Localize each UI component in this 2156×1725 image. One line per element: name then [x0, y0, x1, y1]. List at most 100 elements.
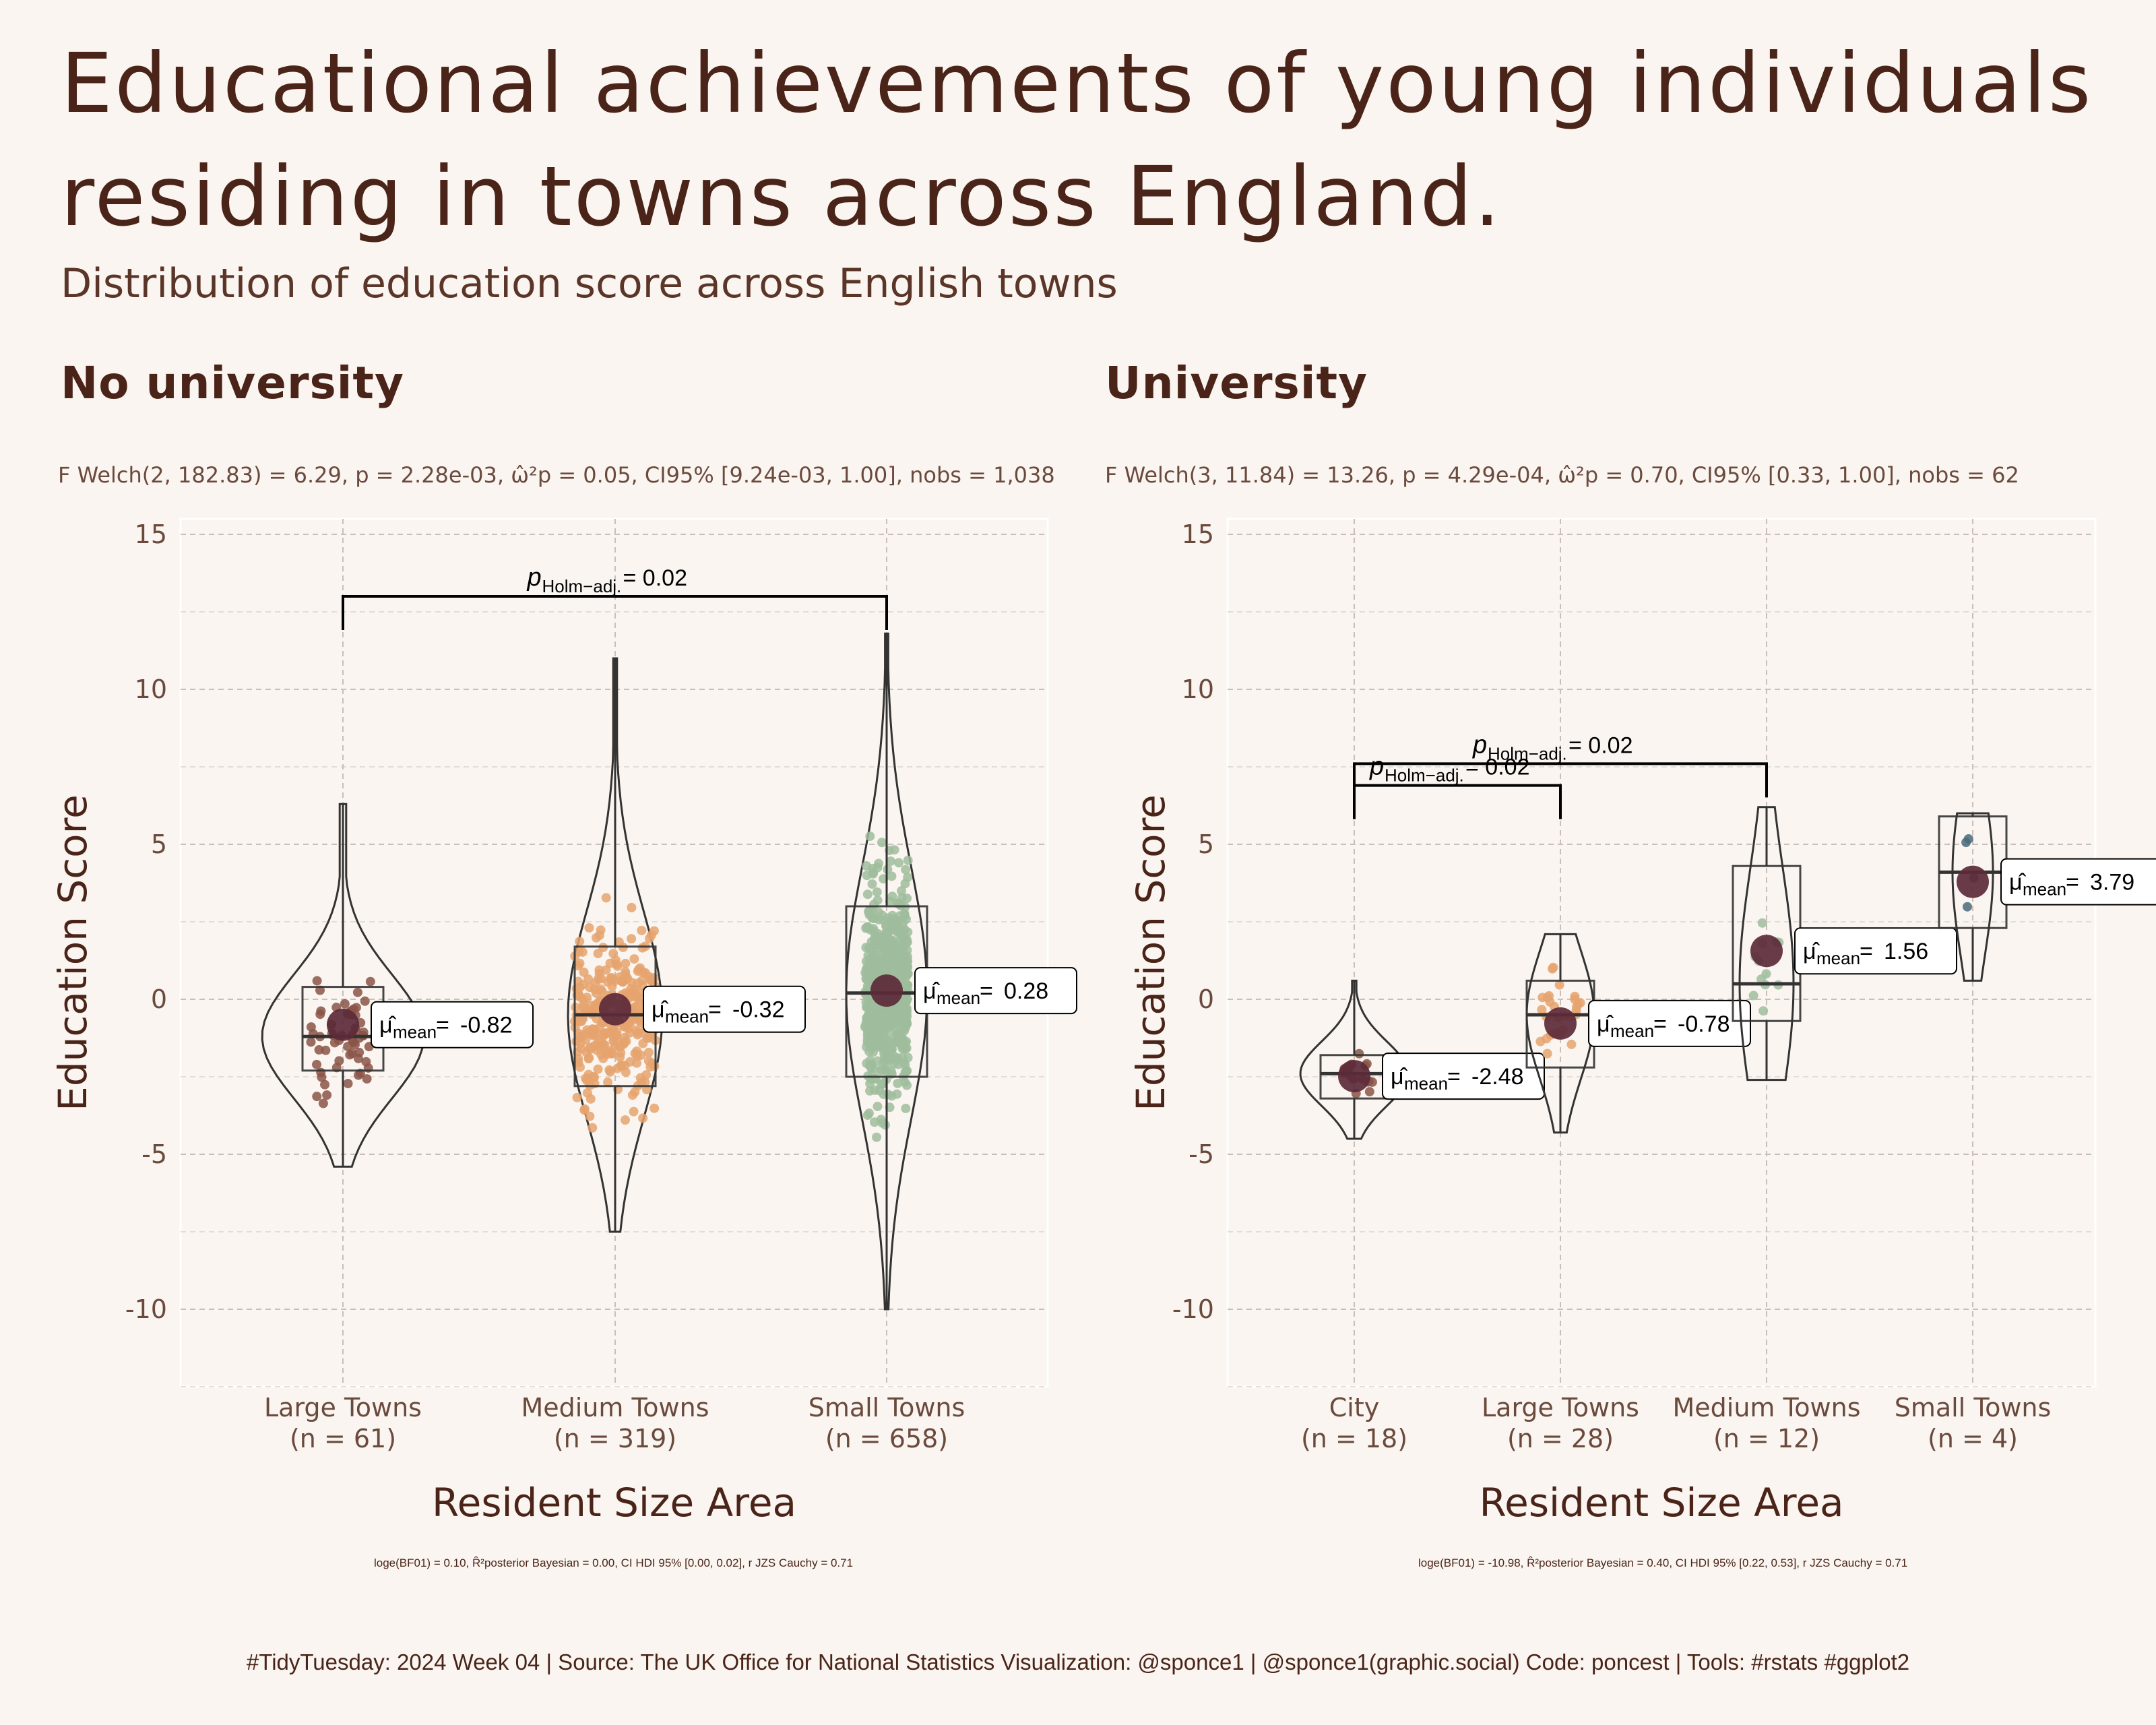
data-point	[877, 838, 887, 848]
data-point	[625, 1017, 635, 1028]
data-point	[593, 1064, 603, 1074]
data-point	[601, 893, 611, 903]
data-point	[1548, 964, 1558, 974]
data-point	[862, 889, 873, 900]
data-point	[891, 948, 901, 958]
data-point	[627, 902, 637, 912]
bracket-value: = 0.02	[1465, 755, 1529, 780]
data-point	[1535, 1036, 1546, 1046]
data-point	[621, 958, 631, 968]
bracket-value: = 0.02	[1568, 732, 1632, 758]
data-point	[885, 856, 895, 867]
mean-label-box	[643, 985, 806, 1033]
x-tick-n: (n = 319)	[554, 1424, 676, 1453]
data-point	[315, 985, 325, 995]
mean-label-box	[2000, 858, 2156, 906]
data-point	[1364, 1087, 1374, 1097]
violin	[567, 657, 664, 1233]
mean-point	[599, 993, 631, 1026]
chart-panel-university: 15 10 5 0 -5 -10 Education Score Resident Size …	[1128, 518, 2156, 1526]
mean-label-box	[371, 1001, 534, 1048]
x-tick-n: (n = 4)	[1928, 1424, 2018, 1453]
data-point	[876, 1029, 886, 1039]
data-point	[901, 1036, 912, 1046]
data-point	[638, 1113, 648, 1123]
chart-title: Educational achievements of young indivi…	[61, 36, 2093, 245]
data-point	[1566, 1039, 1577, 1049]
data-point	[360, 996, 370, 1006]
group-large-towns: μ̂ mean= -0.78	[1525, 933, 1751, 1134]
data-point	[888, 936, 898, 946]
data-point	[638, 968, 648, 978]
data-point	[901, 1104, 911, 1114]
data-point	[862, 1110, 873, 1121]
data-point	[637, 925, 647, 935]
data-point	[627, 1090, 637, 1100]
mean-point	[1957, 865, 1989, 898]
data-point	[873, 1102, 883, 1112]
group-city: μ̂ mean= -2.48	[1299, 979, 1545, 1140]
comparison-bracket: p Holm−adj. = 0.02	[342, 563, 888, 630]
group-large-towns: μ̂ mean= -0.82	[261, 803, 534, 1168]
data-point	[312, 1059, 322, 1069]
data-point	[877, 1079, 887, 1090]
data-point	[578, 1003, 588, 1013]
data-point	[1537, 1005, 1547, 1015]
x-tick-label: Small Towns	[1895, 1393, 2052, 1422]
data-point	[864, 943, 874, 953]
mean-label-eq: =	[1860, 939, 1873, 964]
data-point	[865, 1055, 875, 1065]
data-point	[629, 954, 639, 964]
data-point	[582, 1088, 592, 1098]
mean-label-eq: =	[980, 978, 993, 1004]
data-point	[880, 1120, 890, 1130]
data-point	[636, 1050, 646, 1061]
y-axis-label: Education Score	[50, 794, 96, 1111]
violin	[1738, 806, 1795, 1081]
data-point	[865, 832, 875, 842]
data-point	[868, 1038, 879, 1048]
data-point	[890, 921, 900, 931]
x-tick-label: Medium Towns	[1673, 1393, 1861, 1422]
data-point	[577, 947, 588, 957]
data-point	[579, 967, 589, 977]
x-axis-label: Resident Size Area	[1479, 1480, 1843, 1526]
mean-label-value: 0.28	[1004, 978, 1048, 1004]
data-point	[343, 1079, 353, 1089]
data-point	[352, 987, 362, 997]
data-point	[893, 1028, 903, 1038]
data-point	[1961, 838, 1971, 848]
data-point	[633, 978, 643, 989]
data-point	[585, 1111, 595, 1121]
data-point	[621, 1115, 630, 1125]
mean-point	[1750, 935, 1783, 968]
mean-label-sub: mean	[665, 1007, 709, 1027]
data-point	[1758, 1006, 1769, 1016]
data-point	[605, 1047, 615, 1057]
data-point	[573, 961, 583, 971]
data-point	[897, 886, 907, 896]
data-point	[312, 1092, 322, 1102]
bracket-p: p	[527, 563, 542, 592]
data-point	[316, 1006, 326, 1016]
mean-label: μ̂ mean= -0.82	[371, 1001, 534, 1048]
data-point	[903, 855, 913, 865]
mean-label: μ̂ mean= 3.79	[2000, 858, 2156, 906]
data-point	[897, 967, 907, 977]
x-tick-n: (n = 18)	[1301, 1424, 1407, 1453]
data-point	[592, 933, 602, 943]
y-tick-label: -5	[141, 1139, 167, 1169]
bracket-p: p	[1472, 730, 1487, 759]
mean-label: μ̂ mean= -0.32	[643, 985, 806, 1033]
data-point	[900, 1067, 910, 1077]
data-point	[610, 976, 620, 986]
x-tick-n: (n = 12)	[1713, 1424, 1820, 1453]
x-tick-n: (n = 28)	[1507, 1424, 1614, 1453]
data-point	[306, 1022, 316, 1032]
chart-subtitle: Distribution of education score across E…	[61, 260, 1118, 307]
data-point	[876, 1064, 886, 1074]
data-point	[899, 910, 910, 920]
data-point	[343, 1042, 353, 1052]
y-tick-label: 5	[1198, 829, 1214, 859]
bracket-sub: Holm−adj.	[1385, 765, 1464, 786]
